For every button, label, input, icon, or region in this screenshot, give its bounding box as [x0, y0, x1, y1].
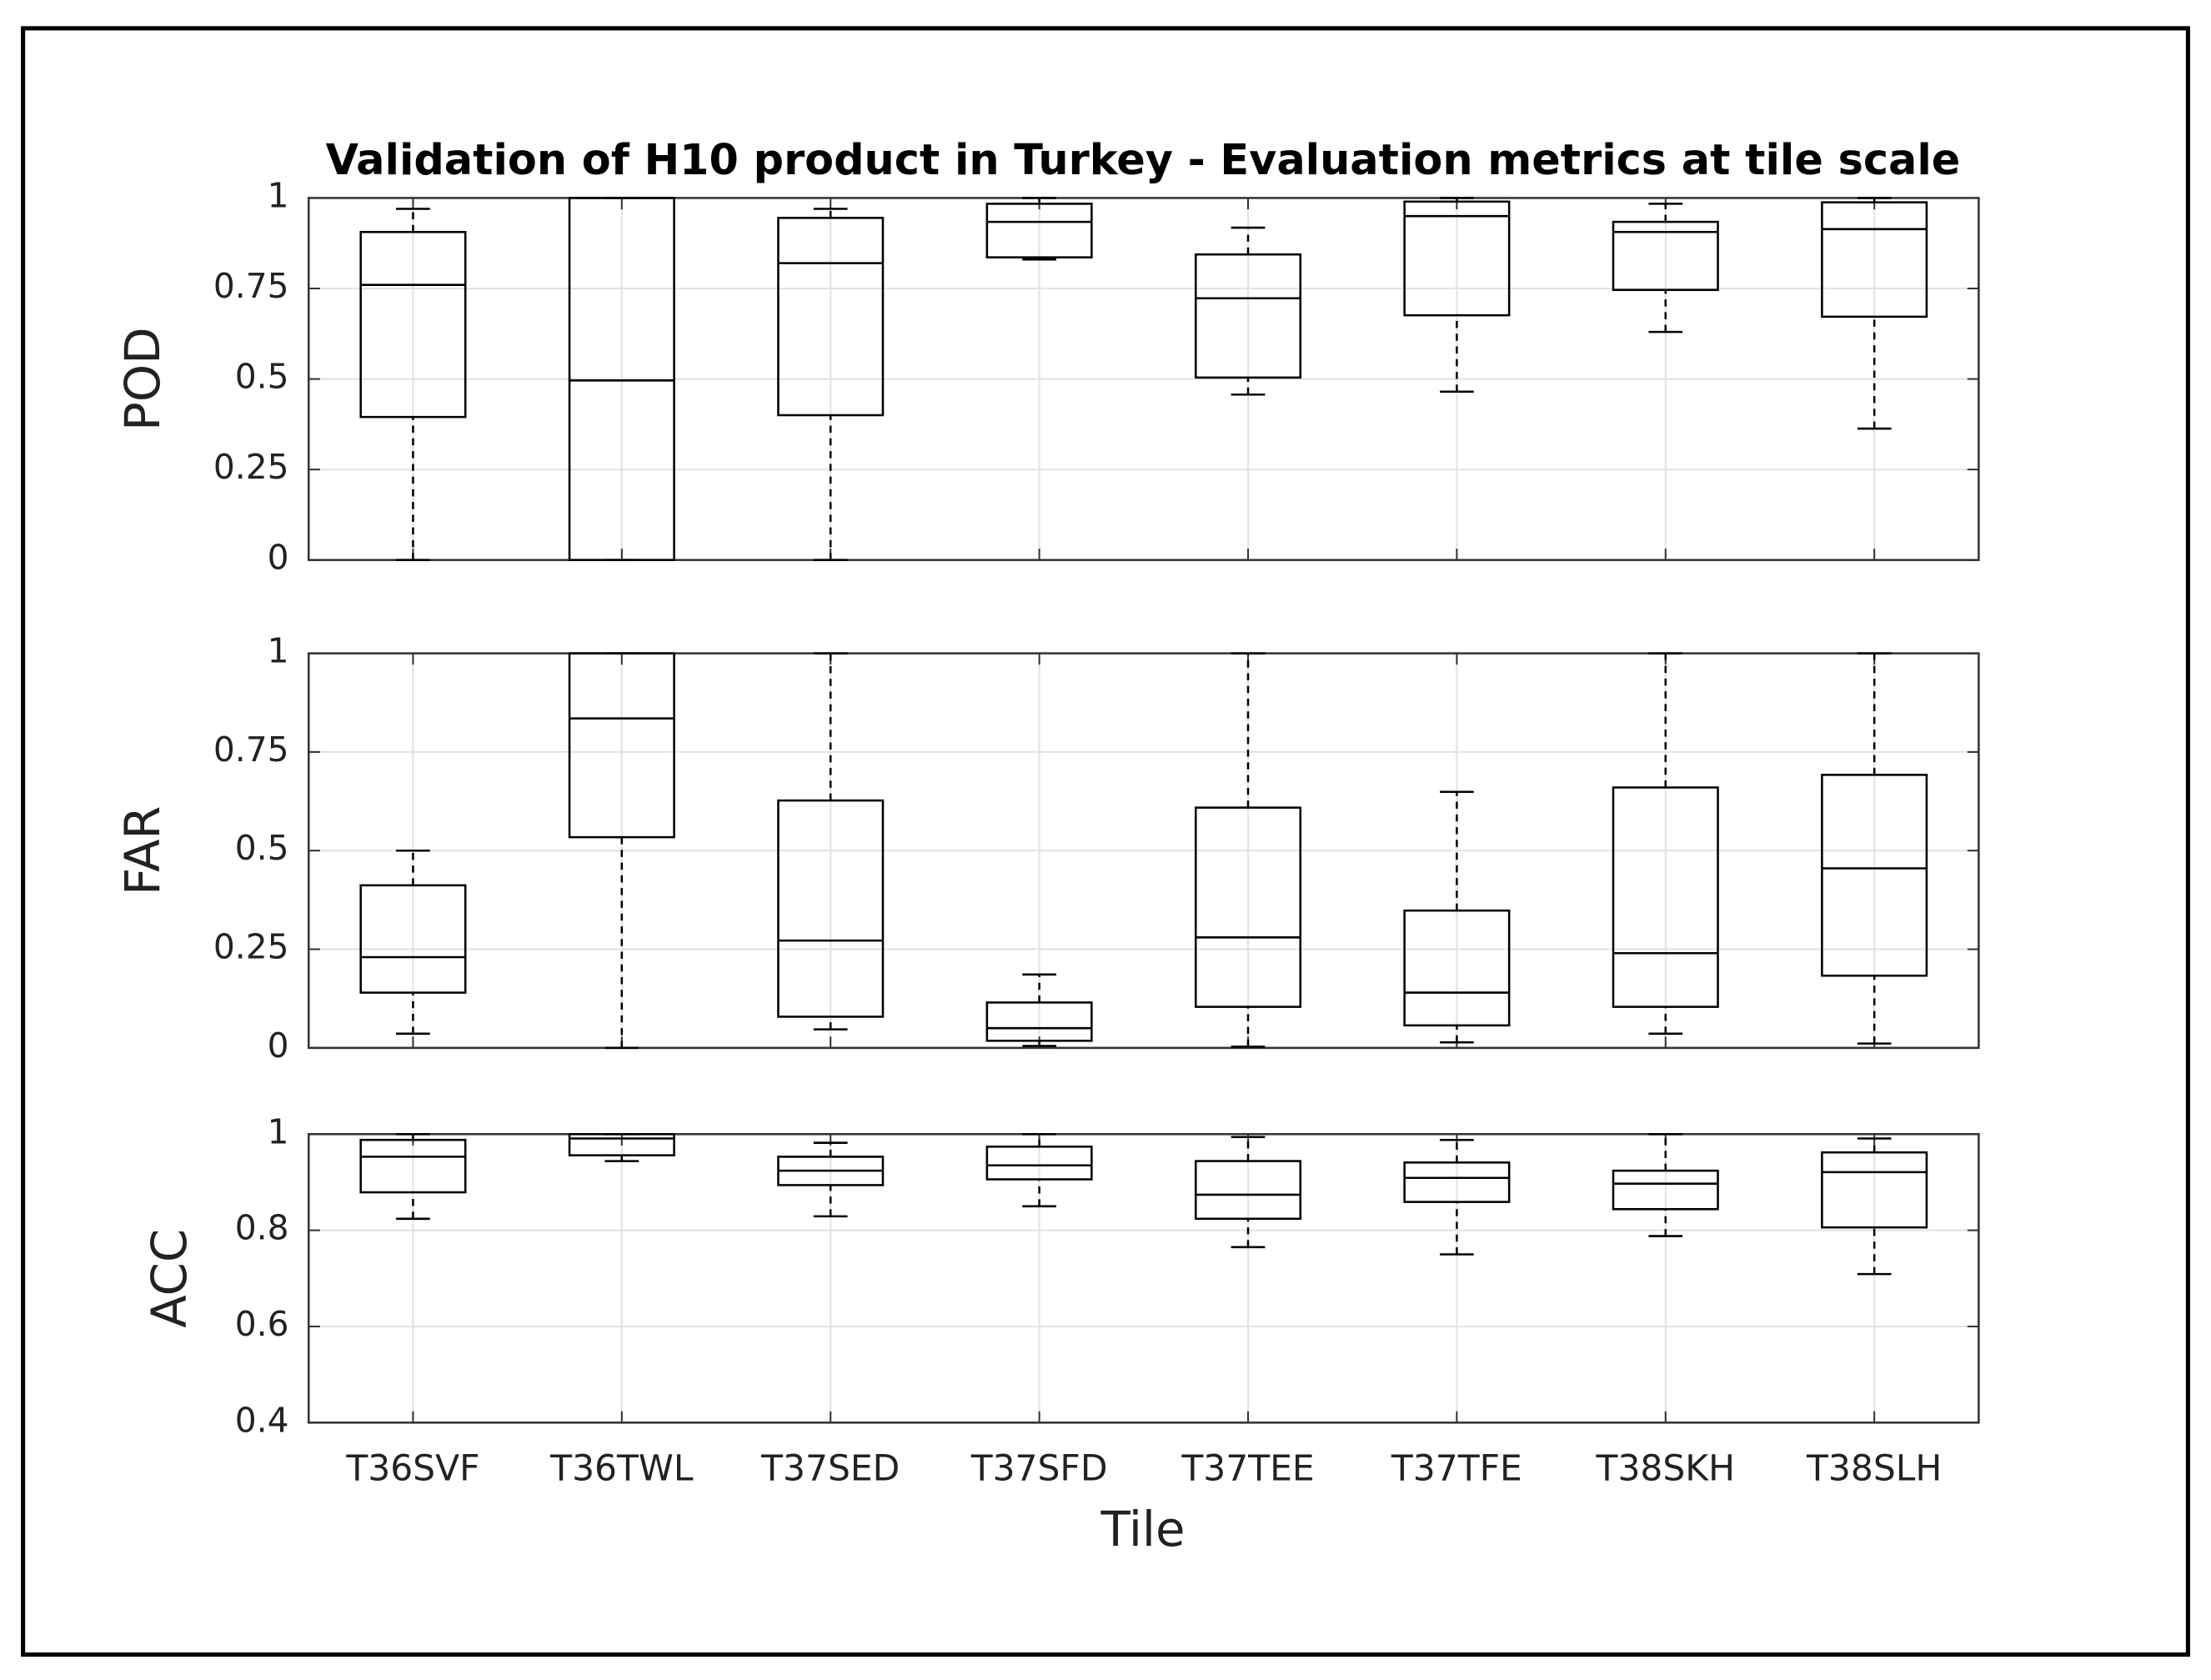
box: [1612, 786, 1719, 1008]
x-tick-label: T37TEE: [1181, 1447, 1314, 1488]
x-axis-label: Tile: [1100, 1501, 1185, 1557]
y-tick-label: 0: [268, 1026, 289, 1066]
chart-title: Validation of H10 product in Turkey - Ev…: [326, 135, 1961, 184]
box: [568, 1133, 675, 1156]
box: [1612, 220, 1719, 292]
y-tick-label: 0.75: [213, 266, 289, 306]
y-tick-label: 0.6: [235, 1304, 289, 1344]
box: [568, 652, 675, 839]
x-tick-label: T37TFE: [1391, 1447, 1522, 1488]
x-tick-label: T37SED: [760, 1447, 900, 1488]
box: [985, 1001, 1093, 1042]
box: [1612, 1169, 1719, 1211]
y-tick-label: 0.75: [213, 730, 289, 770]
y-tick-label: 0.5: [235, 828, 289, 868]
x-tick-label: T38SKH: [1596, 1447, 1735, 1488]
x-tick-label: T36TWL: [549, 1447, 694, 1488]
box: [985, 203, 1093, 258]
box: [359, 1138, 467, 1194]
box: [1821, 201, 1928, 318]
box: [359, 231, 467, 419]
axes-box: [307, 1133, 1980, 1424]
box: [985, 1146, 1093, 1181]
x-tick-label: T37SFD: [970, 1447, 1108, 1488]
axes-box: [307, 197, 1980, 561]
y-axis-label: POD: [114, 327, 171, 431]
y-tick-label: 0.8: [235, 1208, 289, 1248]
box: [1194, 806, 1302, 1008]
y-tick-label: 1: [268, 175, 289, 215]
box: [1403, 909, 1511, 1027]
box: [1821, 1151, 1928, 1229]
axes-box: [307, 652, 1980, 1050]
box: [568, 197, 675, 561]
box: [1194, 1160, 1302, 1221]
box: [359, 884, 467, 994]
y-tick-label: 0.5: [235, 357, 289, 397]
box: [1403, 1161, 1511, 1203]
y-tick-label: 0: [268, 538, 289, 578]
y-tick-label: 1: [268, 631, 289, 671]
x-tick-label: T36SVF: [345, 1447, 479, 1488]
box: [1821, 774, 1928, 977]
box: [1403, 200, 1511, 317]
y-axis-label: ACC: [141, 1229, 198, 1328]
box: [1194, 253, 1302, 379]
x-tick-label: T38SLH: [1806, 1447, 1942, 1488]
box: [777, 217, 885, 417]
y-tick-label: 0.4: [235, 1400, 289, 1440]
box: [777, 799, 885, 1018]
y-tick-label: 0.25: [213, 447, 289, 487]
plot-area: [308, 1134, 1979, 1423]
y-tick-label: 0.25: [213, 927, 289, 967]
y-tick-label: 1: [268, 1111, 289, 1151]
y-axis-label: FAR: [114, 806, 171, 895]
